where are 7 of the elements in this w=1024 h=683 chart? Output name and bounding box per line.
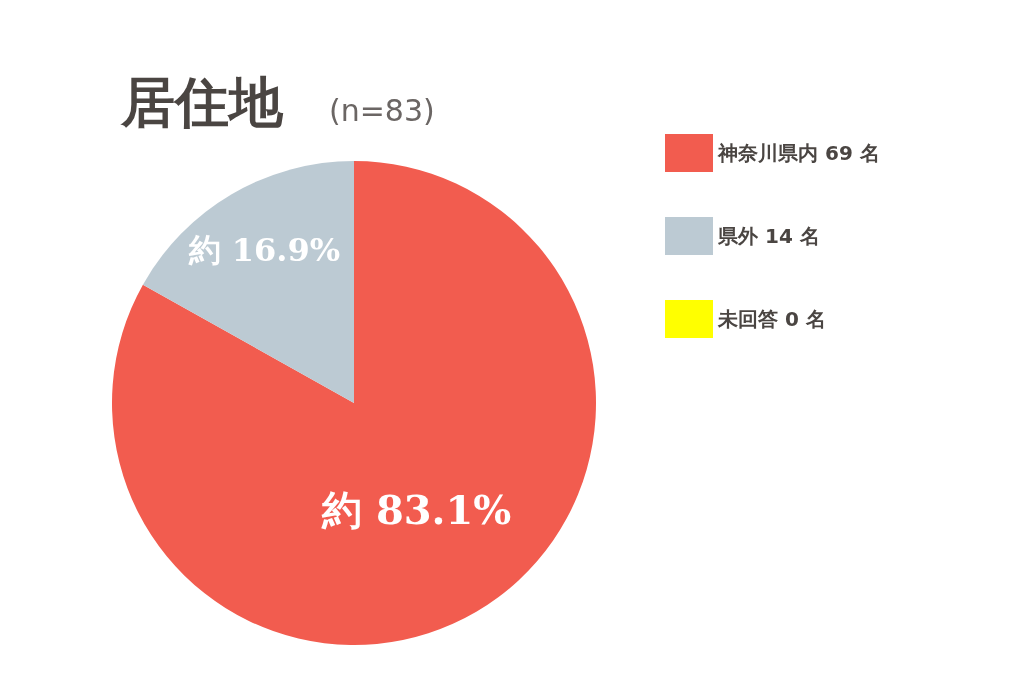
chart-title: 居住地 bbox=[120, 70, 284, 134]
data-label: 約 83.1% bbox=[321, 486, 512, 534]
legend-label: 未回答 0 名 bbox=[717, 307, 826, 331]
data-label: 約 16.9% bbox=[187, 231, 341, 270]
legend-label: 神奈川県内 69 名 bbox=[717, 141, 880, 165]
chart-subtitle: (n=83) bbox=[329, 92, 435, 128]
legend-label: 県外 14 名 bbox=[717, 224, 820, 248]
